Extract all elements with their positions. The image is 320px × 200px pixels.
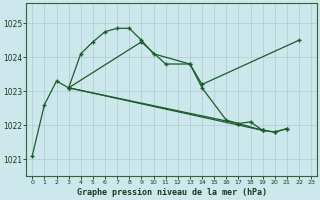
X-axis label: Graphe pression niveau de la mer (hPa): Graphe pression niveau de la mer (hPa) bbox=[77, 188, 267, 197]
